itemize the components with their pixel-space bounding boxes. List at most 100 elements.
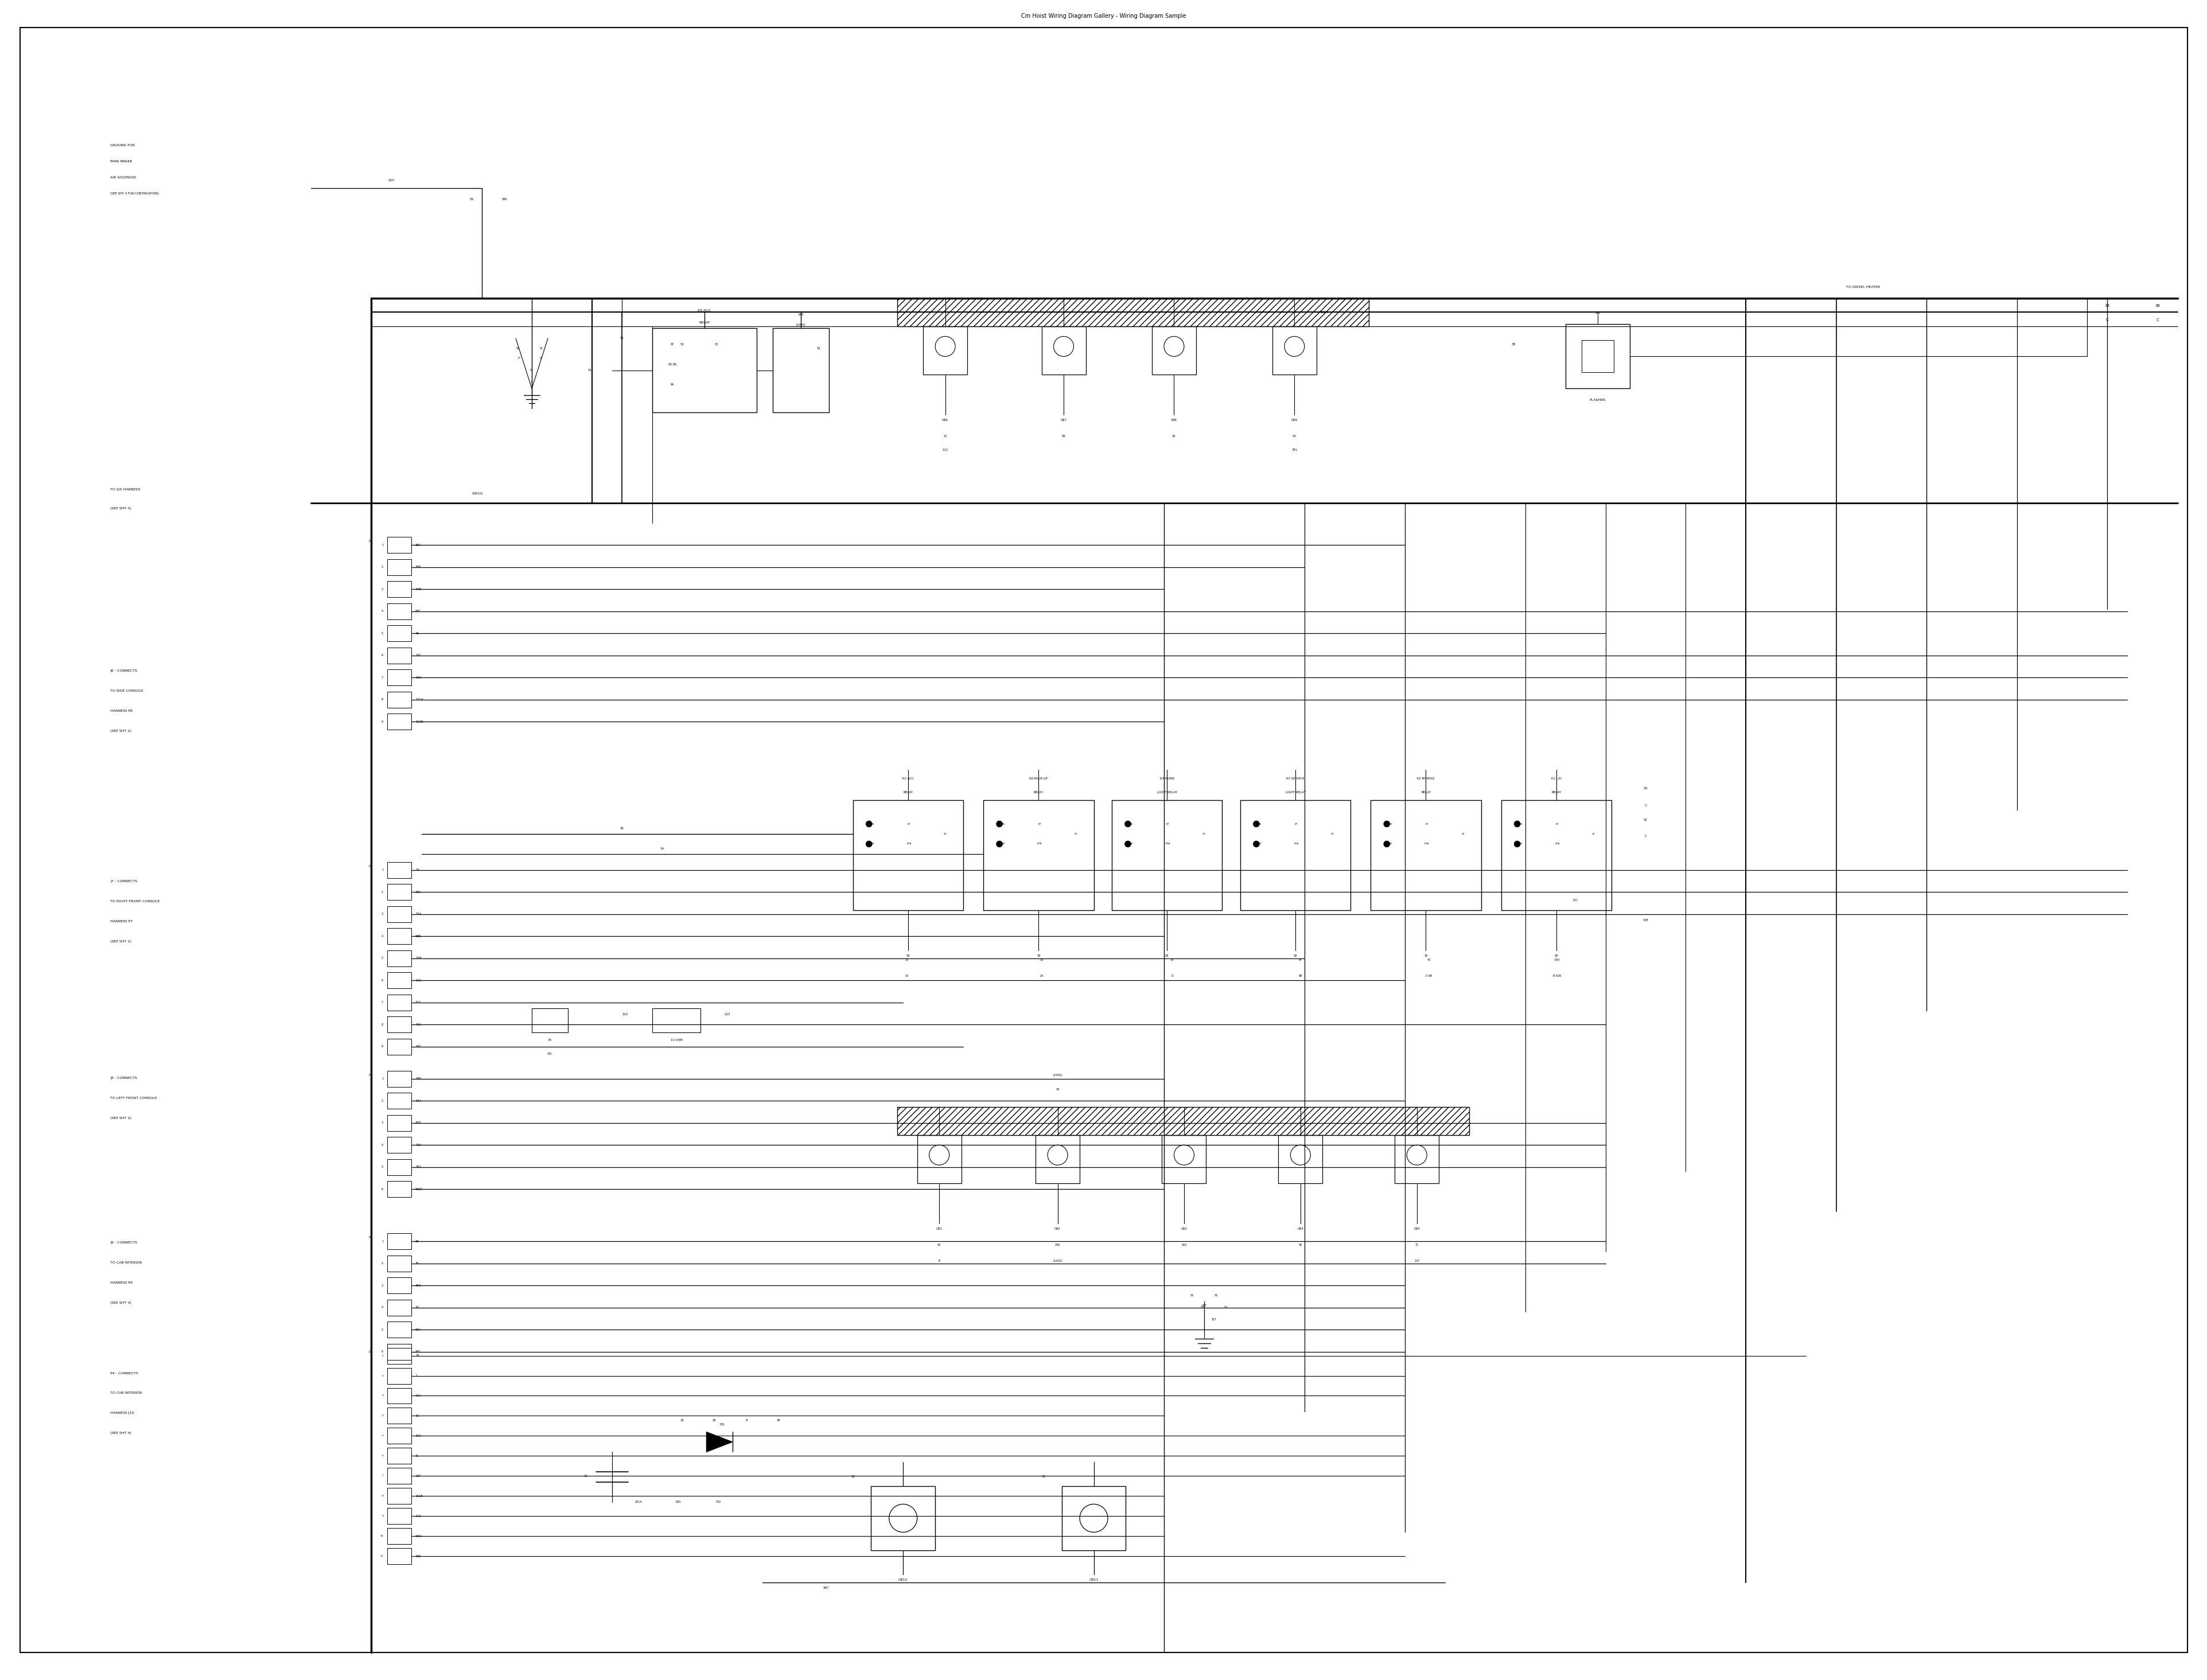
- Text: 1B: 1B: [1165, 954, 1168, 958]
- Text: 10 OHM: 10 OHM: [671, 1038, 682, 1042]
- Bar: [386, 973, 411, 988]
- Bar: [386, 1137, 411, 1152]
- Text: >: >: [369, 1349, 371, 1352]
- Text: 36: 36: [2154, 304, 2158, 307]
- Bar: [386, 1549, 411, 1564]
- Text: 51: 51: [530, 370, 534, 371]
- Text: 180: 180: [797, 314, 803, 316]
- Text: 258: 258: [415, 1284, 422, 1287]
- Text: TO LEFT FRONT CONSOLE: TO LEFT FRONT CONSOLE: [110, 1097, 157, 1100]
- Text: 30: 30: [1172, 435, 1176, 437]
- Text: 86: 86: [872, 843, 874, 845]
- Circle shape: [1514, 822, 1521, 827]
- Text: 101B: 101B: [415, 1495, 422, 1497]
- Text: 510: 510: [415, 1435, 422, 1438]
- Text: 97: 97: [1298, 958, 1302, 961]
- Text: CB6: CB6: [942, 418, 949, 422]
- Bar: [386, 581, 411, 596]
- Text: 9A: 9A: [671, 383, 673, 386]
- Text: RELAY: RELAY: [1421, 791, 1430, 795]
- Text: 38C: 38C: [415, 544, 422, 546]
- Text: CB1: CB1: [936, 1228, 942, 1230]
- Text: 71: 71: [1415, 1243, 1419, 1247]
- Bar: [386, 1300, 411, 1315]
- Bar: [1395, 1136, 1439, 1183]
- Text: 51H: 51H: [388, 180, 395, 181]
- Text: 26: 26: [713, 1420, 717, 1421]
- Text: 51T: 51T: [1201, 1304, 1207, 1307]
- Text: 18: 18: [1055, 1089, 1059, 1090]
- Text: C: C: [2156, 318, 2158, 323]
- Bar: [1112, 800, 1223, 911]
- Bar: [386, 929, 411, 944]
- Text: 38: 38: [1512, 343, 1514, 346]
- Text: 20: 20: [415, 1305, 419, 1309]
- Text: 542: 542: [415, 1045, 422, 1048]
- Bar: [1161, 1136, 1205, 1183]
- Text: 101A: 101A: [633, 1500, 642, 1504]
- Bar: [386, 1116, 411, 1131]
- Bar: [386, 862, 411, 879]
- Text: 542: 542: [715, 1500, 722, 1504]
- Text: 35: 35: [620, 827, 625, 830]
- Bar: [386, 1408, 411, 1425]
- Text: 87A: 87A: [1293, 843, 1298, 845]
- Text: PARK BRAKE: PARK BRAKE: [110, 160, 132, 163]
- Text: 30: 30: [1591, 833, 1596, 835]
- Text: (100A): (100A): [1053, 1260, 1062, 1262]
- Text: 142: 142: [415, 1515, 422, 1517]
- Text: 1B: 1B: [1424, 954, 1428, 958]
- Text: 1B: 1B: [1037, 954, 1039, 958]
- Bar: [1271, 326, 1315, 375]
- Bar: [1035, 1136, 1079, 1183]
- Text: 45: 45: [1426, 958, 1430, 961]
- Text: 30: 30: [1461, 833, 1463, 835]
- Text: (SEE SHT 2): (SEE SHT 2): [110, 1117, 132, 1121]
- Text: CB9: CB9: [1291, 418, 1298, 422]
- Text: K1 L/O: K1 L/O: [1552, 776, 1560, 780]
- Text: 51: 51: [1190, 1294, 1194, 1297]
- Text: 650: 650: [675, 1500, 680, 1504]
- Text: 30: 30: [1331, 833, 1333, 835]
- Text: 86: 86: [1518, 843, 1523, 845]
- Text: 11: 11: [380, 1556, 384, 1557]
- Text: 35: 35: [680, 1420, 684, 1421]
- Text: AIR SOLENOID: AIR SOLENOID: [110, 176, 137, 178]
- Bar: [386, 1468, 411, 1483]
- Bar: [386, 692, 411, 707]
- Text: K2 ACC: K2 ACC: [903, 776, 914, 780]
- Text: HARNESS P4: HARNESS P4: [110, 1282, 132, 1284]
- Bar: [1371, 800, 1481, 911]
- Bar: [386, 1344, 411, 1359]
- Bar: [386, 669, 411, 685]
- Text: TO CAB INTERIOR: TO CAB INTERIOR: [110, 1391, 141, 1394]
- Text: 761: 761: [415, 1023, 422, 1026]
- Text: 36: 36: [415, 1262, 419, 1265]
- Text: 58: 58: [850, 1475, 854, 1478]
- Text: CB3: CB3: [1181, 1228, 1187, 1230]
- Text: 583: 583: [415, 1166, 422, 1169]
- Text: 587: 587: [823, 1586, 828, 1589]
- Text: 162: 162: [1181, 1243, 1187, 1247]
- Bar: [386, 951, 411, 966]
- Text: 30: 30: [942, 833, 947, 835]
- Bar: [1042, 326, 1086, 375]
- Text: J9 - CONNECTS: J9 - CONNECTS: [110, 1242, 137, 1245]
- Text: 87A: 87A: [1165, 843, 1170, 845]
- Text: >: >: [369, 539, 371, 543]
- Text: Di1: Di1: [719, 1423, 724, 1426]
- Text: 51: 51: [541, 348, 543, 349]
- Text: K3 SERVICE: K3 SERVICE: [1287, 776, 1304, 780]
- Bar: [386, 884, 411, 900]
- Text: (SEE SHT 4): (SEE SHT 4): [110, 1302, 132, 1304]
- Bar: [386, 1368, 411, 1384]
- Circle shape: [865, 842, 872, 847]
- Text: 35: 35: [905, 958, 909, 961]
- Text: RELAY: RELAY: [1033, 791, 1044, 795]
- Text: 85: 85: [1388, 823, 1393, 825]
- Text: 548: 548: [415, 1077, 422, 1080]
- Text: 54A: 54A: [415, 1099, 422, 1102]
- Text: Cm Hoist Wiring Diagram Gallery - Wiring Diagram Sample: Cm Hoist Wiring Diagram Gallery - Wiring…: [1022, 13, 1185, 18]
- Text: 110: 110: [415, 979, 422, 981]
- Text: LIGHT RELAY: LIGHT RELAY: [1284, 791, 1304, 795]
